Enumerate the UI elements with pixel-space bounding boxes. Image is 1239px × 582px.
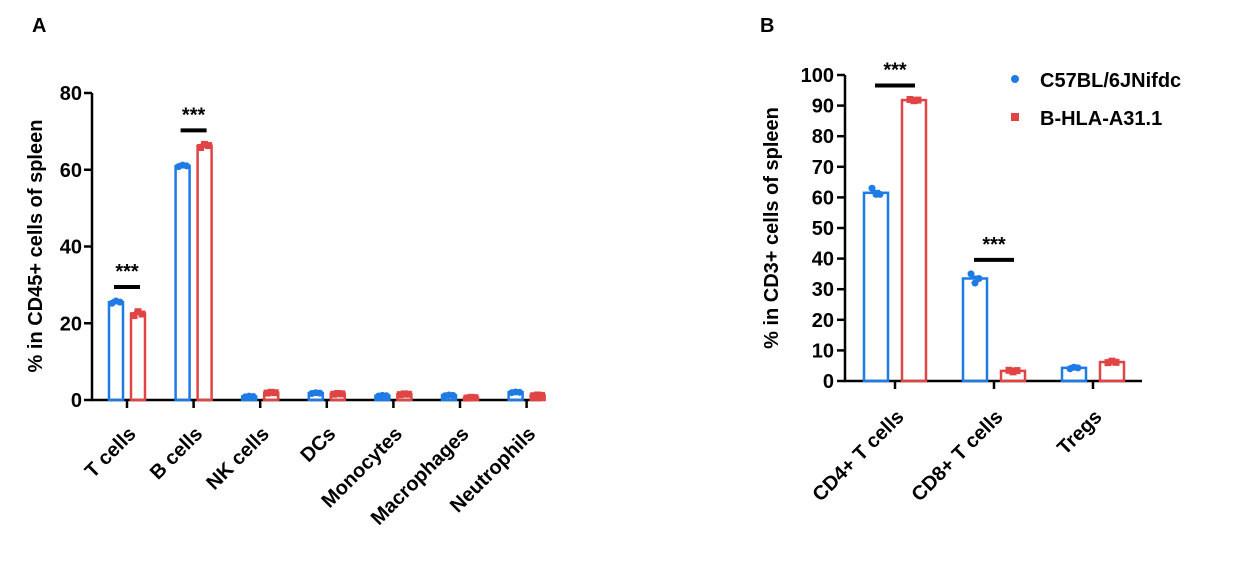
y-tick-label: 80: [60, 83, 82, 105]
x-tick-label-b-cells: B cells: [146, 423, 207, 484]
x-tick-label-cd8-t-cells: CD8+ T cells: [907, 406, 1007, 506]
data-point-b-hla-a31-1: [1005, 366, 1013, 374]
bar-c57bl-6jnifdc-b-cells: [174, 164, 191, 402]
bar-b-hla-a31-1-cd4-t-cells: [900, 98, 928, 383]
y-tick-label: 40: [60, 237, 82, 259]
significance-label: ***: [115, 261, 139, 283]
legend: C57BL/6JNifdc B-HLA-A31.1: [1011, 70, 1181, 130]
data-point-b-hla-a31-1: [338, 390, 346, 398]
bar-b-hla-a31-1-tregs: [1098, 360, 1126, 383]
x-tick-label-nk-cells: NK cells: [202, 423, 273, 494]
y-tick-label: 20: [812, 310, 834, 332]
x-tick-label-tregs: Tregs: [1053, 406, 1106, 459]
data-point-b-hla-a31-1: [197, 143, 205, 151]
significance-label: ***: [982, 234, 1006, 256]
significance-label: ***: [182, 104, 206, 126]
y-tick-label: 60: [60, 160, 82, 182]
y-tick-label: 0: [71, 390, 82, 412]
bar-c57bl-6jnifdc-cd4-t-cells: [862, 191, 890, 383]
bar-c57bl-6jnifdc-cd8-t-cells: [961, 277, 989, 383]
y-tick-label: 80: [812, 126, 834, 148]
y-tick-label: 70: [812, 157, 834, 179]
data-point-b-hla-a31-1: [404, 390, 412, 398]
legend-marker-c57bl: [1011, 75, 1019, 83]
data-point-b-hla-a31-1: [271, 389, 279, 397]
y-tick-label: 0: [823, 371, 834, 393]
data-point-b-hla-a31-1: [267, 388, 275, 396]
data-point-b-hla-a31-1: [396, 391, 404, 399]
legend-marker-b-hla: [1011, 113, 1019, 121]
y-tick-label: 20: [60, 313, 82, 335]
y-axis-label-a: % in CD45+ cells of spleen: [25, 120, 47, 373]
data-point-b-hla-a31-1: [334, 389, 342, 397]
panel-label-b: B: [760, 15, 774, 37]
y-tick-label: 50: [812, 218, 834, 240]
panel-b-significance: *** ***: [875, 59, 1014, 262]
y-tick-label: 10: [812, 340, 834, 362]
panel-a-bars: [107, 140, 546, 402]
data-point-b-hla-a31-1: [1104, 359, 1112, 367]
x-tick-label-dcs: DCs: [296, 423, 340, 467]
significance-label: ***: [883, 59, 907, 81]
panel-a-significance: *** ***: [114, 104, 207, 289]
panel-a: A % in CD45+ cells of spleen 0 20 40 60 80 T …: [25, 15, 546, 530]
data-point-b-hla-a31-1: [1013, 367, 1021, 375]
legend-label-c57bl: C57BL/6JNifdc: [1040, 70, 1181, 92]
data-point-b-hla-a31-1: [906, 95, 914, 103]
data-point-b-hla-a31-1: [1112, 358, 1120, 366]
data-point-b-hla-a31-1: [910, 97, 918, 105]
bar-c57bl-6jnifdc-t-cells: [107, 300, 125, 402]
data-point-b-hla-a31-1: [400, 390, 408, 398]
y-tick-label: 60: [812, 187, 834, 209]
y-tick-label: 30: [812, 279, 834, 301]
y-axis-label-b: % in CD3+ cells of spleen: [761, 107, 783, 349]
data-point-b-hla-a31-1: [130, 312, 138, 320]
data-point-b-hla-a31-1: [467, 393, 475, 401]
legend-label-b-hla: B-HLA-A31.1: [1040, 108, 1162, 130]
data-point-c57bl-6jnifdc: [876, 190, 884, 198]
y-tick-label: 90: [812, 96, 834, 118]
data-point-b-hla-a31-1: [471, 394, 479, 402]
data-point-b-hla-a31-1: [530, 392, 538, 400]
data-point-b-hla-a31-1: [1108, 357, 1116, 365]
panel-b-bars: [862, 95, 1126, 383]
data-point-b-hla-a31-1: [263, 389, 271, 397]
x-tick-label-cd4-t-cells: CD4+ T cells: [808, 406, 908, 506]
data-point-b-hla-a31-1: [463, 394, 471, 402]
data-point-b-hla-a31-1: [1009, 368, 1017, 376]
data-point-b-hla-a31-1: [534, 391, 542, 399]
bar-b-hla-a31-1-t-cells: [129, 312, 147, 402]
data-point-b-hla-a31-1: [538, 391, 546, 399]
data-point-c57bl-6jnifdc: [971, 279, 979, 287]
data-point-b-hla-a31-1: [205, 142, 213, 150]
data-point-b-hla-a31-1: [914, 96, 922, 104]
y-tick-label: 40: [812, 249, 834, 271]
x-tick-label-t-cells: T cells: [81, 423, 141, 483]
panel-label-a: A: [32, 15, 46, 37]
data-point-b-hla-a31-1: [330, 390, 338, 398]
y-tick-label: 100: [801, 65, 834, 87]
data-point-b-hla-a31-1: [138, 310, 146, 318]
bar-b-hla-a31-1-b-cells: [196, 144, 213, 402]
